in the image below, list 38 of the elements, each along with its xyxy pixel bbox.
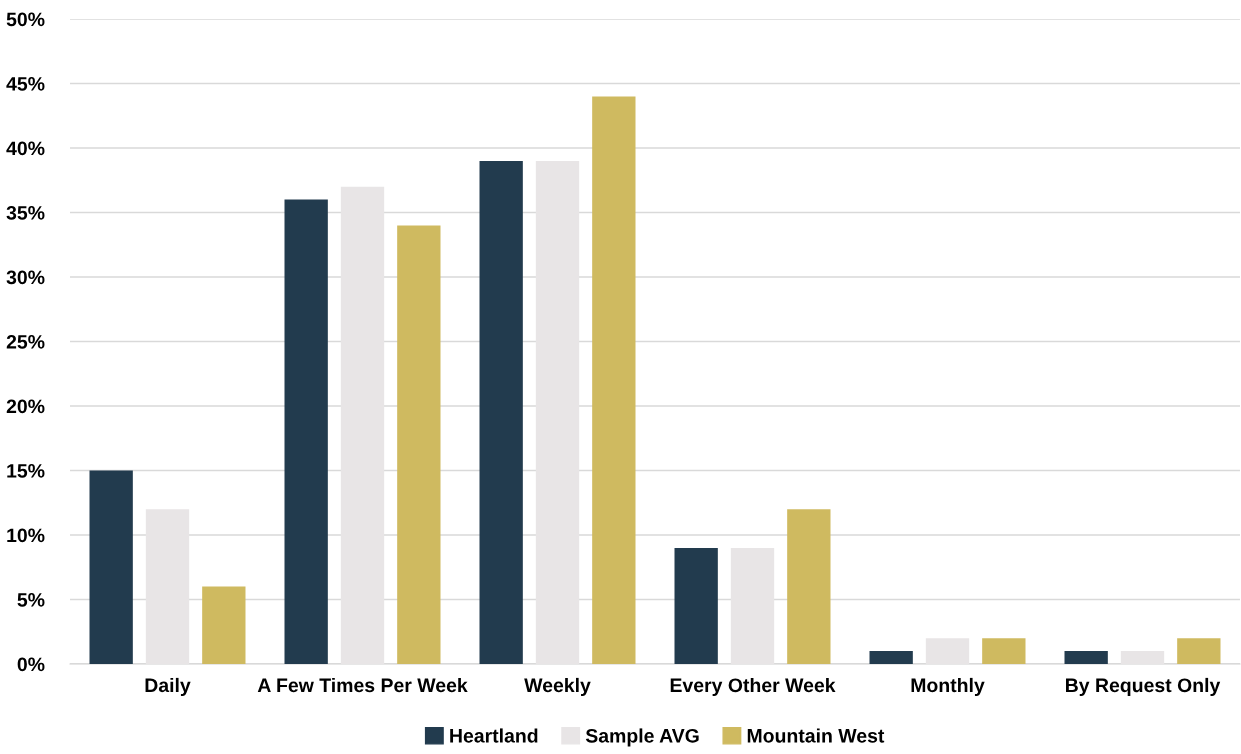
bar — [340, 186, 385, 664]
y-tick-label: 25% — [6, 334, 45, 349]
y-tick-label: 50% — [6, 12, 45, 27]
y-tick-label: 10% — [7, 528, 45, 543]
x-tick-label: Weekly — [524, 677, 591, 697]
x-tick-label: By Request Only — [1066, 677, 1221, 697]
x-tick-label: Every Other Week — [670, 677, 836, 697]
bar — [925, 638, 970, 664]
y-tick-label: 30% — [6, 270, 45, 285]
bar — [89, 470, 133, 664]
bar — [592, 96, 636, 664]
bar — [1177, 638, 1221, 664]
y-tick-label: 5% — [17, 593, 45, 607]
legend-label: Heartland — [450, 728, 538, 743]
bar — [202, 586, 246, 664]
y-tick-label: 20% — [6, 399, 45, 414]
bar — [535, 160, 580, 664]
bar — [397, 225, 441, 664]
x-tick-label: A Few Times Per Week — [257, 677, 468, 693]
y-tick-label: 35% — [6, 205, 45, 220]
y-tick-label: 45% — [6, 77, 45, 91]
x-tick-label: Monthly — [911, 677, 985, 697]
y-tick-label: 0% — [17, 657, 45, 672]
bar — [284, 199, 328, 664]
bar — [145, 509, 190, 664]
bar — [674, 547, 718, 664]
x-tick-label: Daily — [145, 677, 191, 697]
y-tick-label: 40% — [6, 141, 45, 156]
bar — [1064, 651, 1108, 664]
legend-label: Sample AVG — [585, 728, 699, 747]
bar — [479, 160, 523, 664]
bar — [869, 651, 913, 664]
y-tick-label: 15% — [7, 464, 45, 478]
bar — [982, 638, 1026, 664]
legend-label: Mountain West — [747, 728, 885, 743]
bar — [1120, 651, 1165, 664]
bar — [730, 547, 775, 664]
bar — [787, 509, 831, 664]
